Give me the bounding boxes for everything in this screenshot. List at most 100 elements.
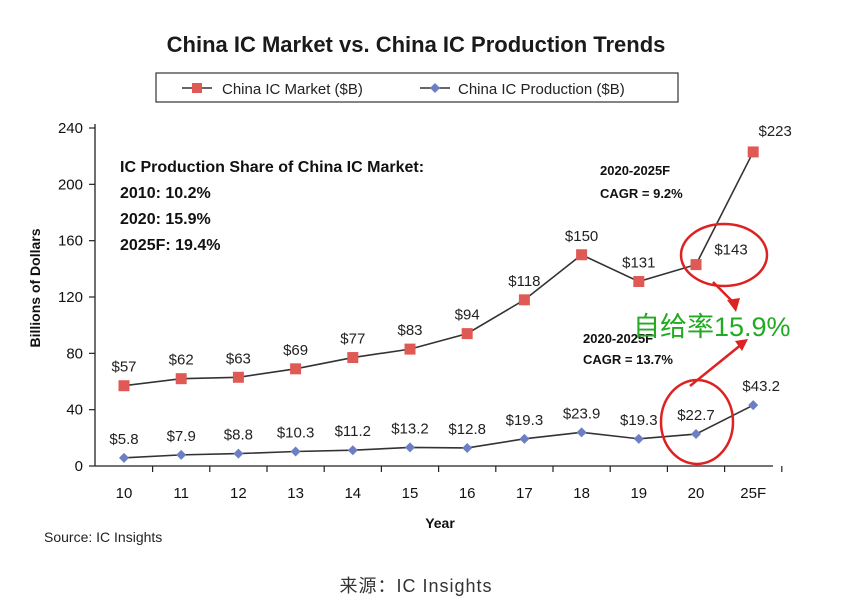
series-layer: $57 $62 $63 $69 $77 $83 $94 $118 $150 $131 $143 $22… [109,123,792,463]
market-cagr-period: 2020-2025F [600,163,670,178]
legend-marker-market [192,83,202,93]
data-label: $5.8 [109,431,138,448]
x-tick-label: 25F [740,485,766,502]
market-cagr-annotation: 2020-2025F CAGR = 9.2% [600,163,683,201]
data-point [747,146,759,158]
data-label: $118 [508,273,540,290]
data-label: $223 [759,123,792,140]
data-point [290,363,302,375]
data-label: $11.2 [335,423,371,440]
data-point [461,328,473,340]
data-label: $63 [226,350,251,367]
data-point [232,371,244,383]
data-point [233,448,244,459]
data-label: $23.9 [563,405,601,422]
highlight-layer [659,222,769,466]
production-cagr-period: 2020-2025F [583,331,653,346]
y-tick-label: 200 [58,176,83,193]
data-label: $10.3 [277,424,315,441]
y-tick-label: 40 [66,402,83,419]
data-point [405,442,415,453]
y-tick-label: 80 [66,345,83,362]
highlight-circle-market [679,222,769,288]
data-point [519,433,530,444]
legend-entry-production: China IC Production ($B) [458,81,625,98]
axes [94,124,773,467]
market-cagr-value: CAGR = 9.2% [600,186,683,201]
arrow-head-down [727,298,740,312]
data-point [290,446,301,457]
share-annotation: IC Production Share of China IC Market: … [120,159,424,254]
y-tick-label: 240 [58,120,83,137]
share-line-2025f: 2025F: 19.4% [120,237,221,254]
data-point [176,449,187,460]
series-market: $57 $62 $63 $69 $77 $83 $94 $118 $150 $131 $143 $22… [111,123,792,392]
data-point [404,343,416,355]
data-label: $43.2 [742,378,780,395]
share-line-title: IC Production Share of China IC Market: [120,159,424,176]
image-caption: 来源：IC Insights [339,576,492,596]
series-production: $5.8 $7.9 $8.8 $10.3 $11.2 $13.2 $12.8 $19.3 $23… [109,378,780,463]
data-point [518,294,530,306]
legend-entry-market: China IC Market ($B) [222,81,363,98]
legend: China IC Market ($B) China IC Production… [155,72,679,103]
data-label: $7.9 [167,428,196,445]
arrow-head-up [735,339,748,351]
data-point [748,400,759,411]
x-tick-label: 17 [516,485,533,502]
x-ticks: 10 11 12 13 14 15 16 17 18 19 20 25F [116,466,783,502]
x-tick-label: 18 [573,485,590,502]
data-point [691,429,701,440]
data-point [462,442,473,453]
data-label: $143 [714,242,747,259]
x-tick-label: 14 [344,485,361,502]
series-line [123,151,754,387]
x-tick-label: 16 [459,485,476,502]
data-label: $94 [455,307,480,324]
y-ticks: 0 40 80 120 160 200 240 [58,120,95,475]
data-point [119,452,129,463]
x-tick-label: 13 [287,485,304,502]
data-label: $12.8 [448,421,486,438]
data-label: $19.3 [620,412,658,429]
y-tick-label: 0 [75,458,83,475]
data-point [576,249,588,261]
legend-marker-production [430,83,440,93]
x-tick-label: 15 [402,485,419,502]
y-tick-label: 160 [58,233,83,250]
legend-box [155,72,679,103]
x-tick-label: 19 [630,485,647,502]
data-label: $69 [283,342,308,359]
x-axis-label: Year [425,515,455,531]
series-line [123,404,754,459]
data-label: $22.7 [677,407,715,424]
data-label: $150 [565,228,598,245]
share-line-2010: 2010: 10.2% [120,185,211,202]
arrow-to-note-from-production [689,343,743,387]
data-point [118,380,130,392]
production-cagr-annotation: 2020-2025F CAGR = 13.7% [583,331,673,367]
data-label: $131 [622,255,655,272]
production-cagr-value: CAGR = 13.7% [583,352,673,367]
data-label: $77 [340,331,365,348]
data-point [633,433,644,444]
data-label: $57 [111,359,136,376]
data-point [633,276,645,288]
data-label: $83 [397,322,422,339]
x-tick-label: 12 [230,485,247,502]
data-label: $8.8 [224,427,253,444]
self-sufficiency-note: 自给率15.9% [633,312,791,342]
x-tick-label: 10 [116,485,133,502]
data-point [347,445,358,456]
x-tick-label: 11 [173,485,189,502]
source-note: Source: IC Insights [44,529,162,545]
data-point [576,427,587,438]
data-point [175,373,187,385]
data-label: $13.2 [391,420,429,437]
x-tick-label: 20 [688,485,705,502]
y-axis-label: Billions of Dollars [27,228,43,347]
y-tick-label: 120 [58,289,83,306]
chart-title: China IC Market vs. China IC Production … [167,32,666,57]
share-line-2020: 2020: 15.9% [120,211,211,228]
